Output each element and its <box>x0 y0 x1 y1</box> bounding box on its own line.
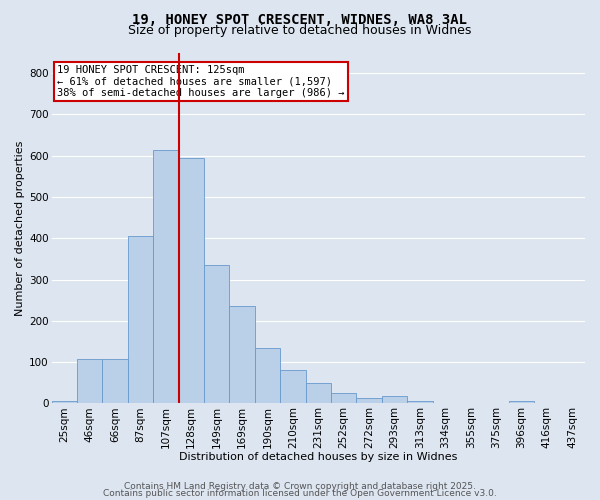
Bar <box>509 402 534 404</box>
Bar <box>153 150 179 404</box>
Bar <box>229 306 255 404</box>
Bar <box>407 402 433 404</box>
Y-axis label: Number of detached properties: Number of detached properties <box>15 140 25 316</box>
Text: Size of property relative to detached houses in Widnes: Size of property relative to detached ho… <box>128 24 472 37</box>
Text: 19, HONEY SPOT CRESCENT, WIDNES, WA8 3AL: 19, HONEY SPOT CRESCENT, WIDNES, WA8 3AL <box>133 12 467 26</box>
Bar <box>280 370 305 404</box>
Text: Contains public sector information licensed under the Open Government Licence v3: Contains public sector information licen… <box>103 490 497 498</box>
Text: Contains HM Land Registry data © Crown copyright and database right 2025.: Contains HM Land Registry data © Crown c… <box>124 482 476 491</box>
Bar <box>103 359 128 404</box>
Bar <box>77 359 103 404</box>
Bar <box>128 236 153 404</box>
Bar <box>255 348 280 404</box>
Bar <box>356 398 382 404</box>
Bar <box>331 393 356 404</box>
Bar <box>179 158 204 404</box>
Bar <box>305 383 331 404</box>
Bar <box>204 265 229 404</box>
X-axis label: Distribution of detached houses by size in Widnes: Distribution of detached houses by size … <box>179 452 457 462</box>
Bar <box>382 396 407 404</box>
Bar <box>52 402 77 404</box>
Text: 19 HONEY SPOT CRESCENT: 125sqm
← 61% of detached houses are smaller (1,597)
38% : 19 HONEY SPOT CRESCENT: 125sqm ← 61% of … <box>57 65 344 98</box>
